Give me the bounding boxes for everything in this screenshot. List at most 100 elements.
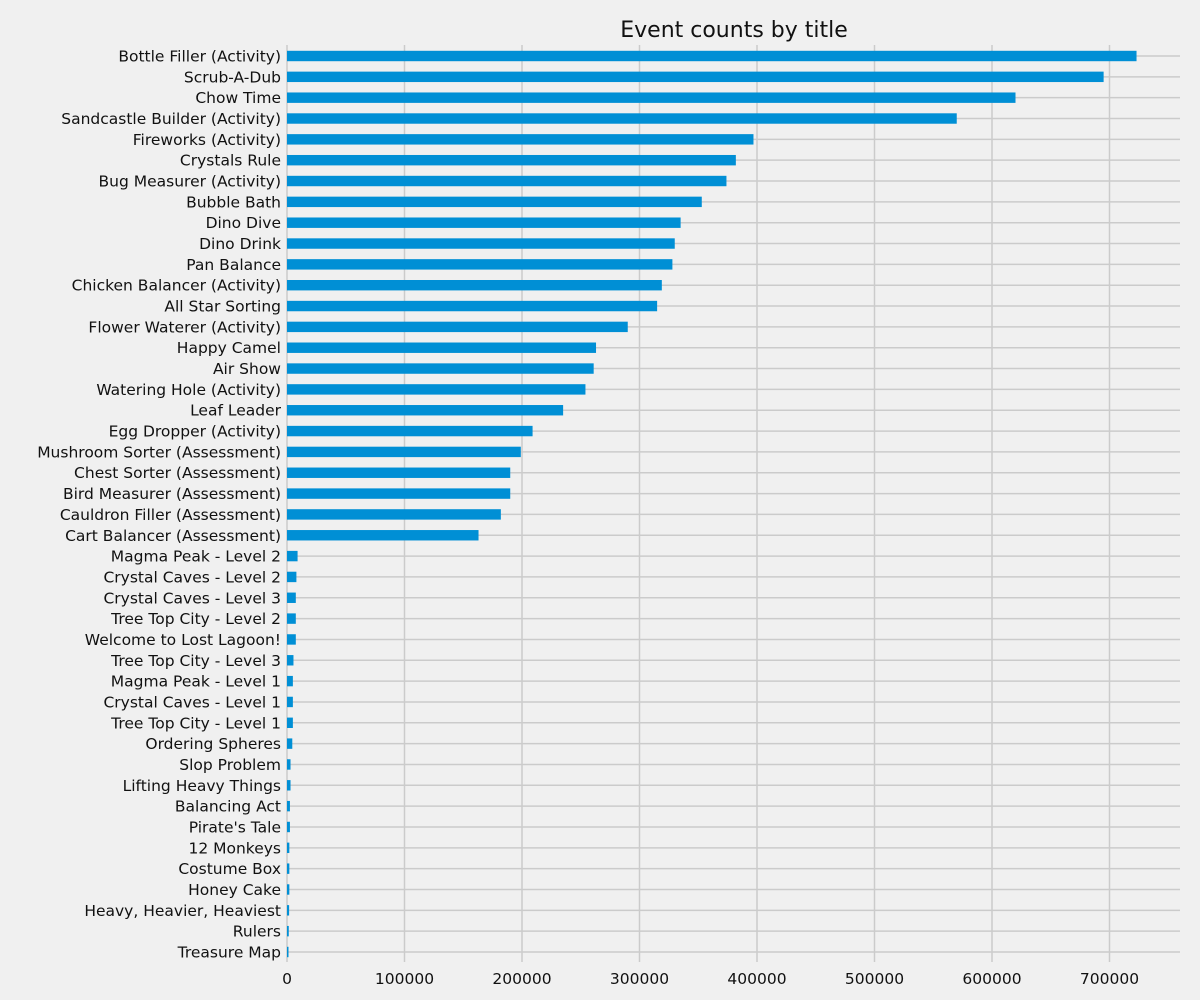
bar bbox=[287, 696, 293, 708]
bar bbox=[287, 196, 702, 208]
x-tick-label: 300000 bbox=[610, 970, 669, 988]
y-tick-label: Mushroom Sorter (Assessment) bbox=[37, 443, 281, 461]
bar bbox=[287, 113, 957, 124]
bar bbox=[287, 342, 597, 353]
y-tick-label: Dino Drink bbox=[199, 235, 281, 253]
bar bbox=[287, 321, 628, 333]
bar bbox=[287, 488, 511, 499]
x-tick-label: 0 bbox=[282, 970, 292, 988]
bar bbox=[287, 863, 290, 874]
y-tick-label: 12 Monkeys bbox=[188, 839, 281, 857]
y-tick-label: Tree Top City - Level 3 bbox=[110, 652, 281, 670]
bar bbox=[287, 71, 1104, 83]
y-tick-label: Crystals Rule bbox=[180, 152, 281, 170]
bar bbox=[287, 821, 290, 833]
bar bbox=[287, 550, 298, 562]
bar bbox=[287, 759, 291, 770]
bar bbox=[287, 530, 479, 541]
bar bbox=[287, 717, 293, 728]
y-tick-label: Welcome to Lost Lagoon! bbox=[85, 631, 281, 649]
y-tick-label: Air Show bbox=[213, 360, 281, 378]
y-tick-label: Bottle Filler (Activity) bbox=[118, 48, 281, 66]
y-tick-label: Bird Measurer (Assessment) bbox=[63, 485, 281, 503]
y-tick-label: Honey Cake bbox=[188, 881, 281, 899]
y-tick-label: Tree Top City - Level 2 bbox=[110, 610, 281, 628]
bar bbox=[287, 571, 297, 583]
chart-title: Event counts by title bbox=[620, 18, 848, 43]
x-tick-labels: 0 100000 200000 300000 400000 500000 600000 700… bbox=[282, 970, 1139, 988]
bar bbox=[287, 446, 521, 458]
y-tick-label: Bug Measurer (Activity) bbox=[99, 173, 281, 191]
y-tick-label: Egg Dropper (Activity) bbox=[109, 423, 281, 441]
y-tick-label: Lifting Heavy Things bbox=[123, 777, 281, 795]
y-tick-label: Chicken Balancer (Activity) bbox=[72, 277, 281, 295]
bar bbox=[287, 842, 290, 854]
y-tick-label: Sandcastle Builder (Activity) bbox=[61, 110, 281, 128]
bar bbox=[287, 50, 1137, 62]
y-tick-label: Balancing Act bbox=[175, 798, 281, 816]
bar bbox=[287, 613, 296, 624]
bar bbox=[287, 238, 675, 249]
y-tick-label: Rulers bbox=[233, 923, 281, 941]
x-tick-label: 500000 bbox=[845, 970, 904, 988]
bar bbox=[287, 946, 289, 958]
y-tick-label: Pirate's Tale bbox=[189, 818, 281, 836]
y-tick-label: Heavy, Heavier, Heaviest bbox=[84, 902, 281, 920]
y-tick-label: Chest Sorter (Assessment) bbox=[74, 464, 281, 482]
x-tick-label: 700000 bbox=[1080, 970, 1139, 988]
y-tick-label: Scrub-A-Dub bbox=[184, 68, 281, 86]
bar bbox=[287, 217, 681, 228]
y-tick-label: Magma Peak - Level 1 bbox=[111, 673, 281, 691]
bar bbox=[287, 154, 736, 166]
bar bbox=[287, 363, 594, 374]
y-tick-label: All Star Sorting bbox=[164, 298, 281, 316]
bar bbox=[287, 905, 290, 916]
y-tick-label: Cart Balancer (Assessment) bbox=[65, 527, 281, 545]
bar bbox=[287, 780, 291, 791]
y-tick-label: Leaf Leader bbox=[190, 402, 282, 420]
y-tick-label: Fireworks (Activity) bbox=[133, 131, 281, 149]
bar bbox=[287, 280, 662, 291]
bar bbox=[287, 925, 289, 937]
bars bbox=[287, 50, 1137, 958]
bar bbox=[287, 738, 293, 749]
bar bbox=[287, 425, 533, 437]
y-tick-label: Bubble Bath bbox=[186, 193, 281, 211]
bar bbox=[287, 467, 511, 478]
bar bbox=[287, 259, 673, 270]
bar bbox=[287, 634, 296, 645]
y-tick-label: Watering Hole (Activity) bbox=[96, 381, 281, 399]
y-tick-label: Costume Box bbox=[178, 860, 281, 878]
x-tick-label: 400000 bbox=[727, 970, 786, 988]
y-tick-labels: Bottle Filler (Activity) Scrub-A-Dub Chow … bbox=[37, 48, 281, 962]
y-tick-label: Crystal Caves - Level 2 bbox=[103, 568, 281, 586]
bar bbox=[287, 655, 294, 666]
y-tick-label: Crystal Caves - Level 3 bbox=[103, 589, 281, 607]
bar bbox=[287, 405, 564, 416]
x-tick-label: 600000 bbox=[962, 970, 1021, 988]
bar bbox=[287, 884, 290, 895]
x-tick-label: 100000 bbox=[375, 970, 434, 988]
bar bbox=[287, 175, 727, 187]
y-tick-label: Slop Problem bbox=[179, 756, 281, 774]
y-tick-label: Happy Camel bbox=[177, 339, 281, 357]
y-tick-label: Chow Time bbox=[195, 89, 281, 107]
bar bbox=[287, 92, 1016, 103]
y-tick-label: Dino Dive bbox=[206, 214, 281, 232]
bar bbox=[287, 134, 754, 145]
y-tick-label: Cauldron Filler (Assessment) bbox=[60, 506, 281, 524]
y-tick-label: Flower Waterer (Activity) bbox=[88, 318, 281, 336]
y-tick-label: Pan Balance bbox=[186, 256, 281, 274]
bar bbox=[287, 509, 501, 520]
bar bbox=[287, 675, 293, 687]
bar bbox=[287, 300, 658, 312]
bar bbox=[287, 800, 290, 812]
y-tick-label: Treasure Map bbox=[177, 944, 281, 962]
y-tick-label: Crystal Caves - Level 1 bbox=[103, 693, 281, 711]
y-tick-label: Ordering Spheres bbox=[145, 735, 281, 753]
bar bbox=[287, 384, 586, 395]
x-tick-label: 200000 bbox=[492, 970, 551, 988]
bar bbox=[287, 592, 296, 603]
